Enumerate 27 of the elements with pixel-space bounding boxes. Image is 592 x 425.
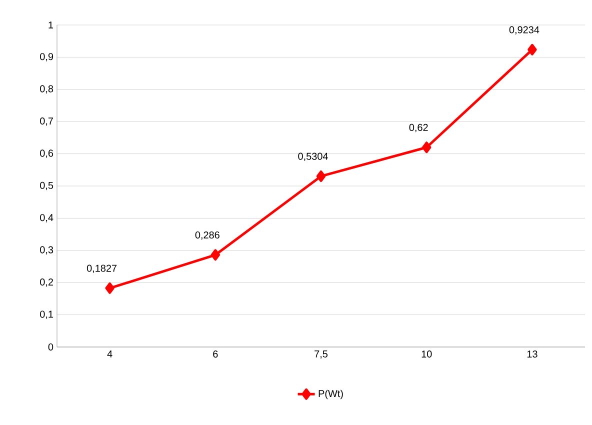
point bbox=[105, 282, 114, 294]
x-tick-label: 7,5 bbox=[314, 350, 328, 359]
x-tick-label: 10 bbox=[422, 350, 432, 358]
legend-label: P(Wt) bbox=[318, 390, 343, 400]
point bbox=[316, 170, 326, 182]
y-tick-label: 0 bbox=[48, 343, 54, 351]
data-label: 0,5304 bbox=[298, 152, 328, 162]
data-label: 0,62 bbox=[409, 124, 428, 132]
y-tick-label: 0,1 bbox=[40, 310, 54, 319]
data-label: 0,9234 bbox=[509, 26, 540, 34]
y-tick-label: 0,7 bbox=[40, 117, 53, 126]
point bbox=[210, 249, 220, 261]
point bbox=[422, 142, 432, 154]
data-label: 0,1827 bbox=[86, 264, 117, 273]
data-label: 0,286 bbox=[195, 231, 220, 240]
x-tick-label: 6 bbox=[213, 350, 218, 358]
y-tick-label: 0,3 bbox=[40, 246, 54, 255]
x-tick-label: 4 bbox=[107, 350, 112, 358]
y-tick-label: 0,9 bbox=[40, 53, 54, 62]
y-tick-label: 1 bbox=[48, 22, 54, 28]
y-tick-label: 0,6 bbox=[40, 150, 54, 158]
x-tick-label: 13 bbox=[527, 350, 538, 358]
y-tick-label: 0,4 bbox=[40, 214, 54, 222]
y-tick-label: 0,5 bbox=[40, 182, 54, 190]
y-tick-label: 0,8 bbox=[40, 85, 54, 94]
point bbox=[528, 44, 537, 56]
y-tick-label: 0,2 bbox=[40, 278, 53, 287]
